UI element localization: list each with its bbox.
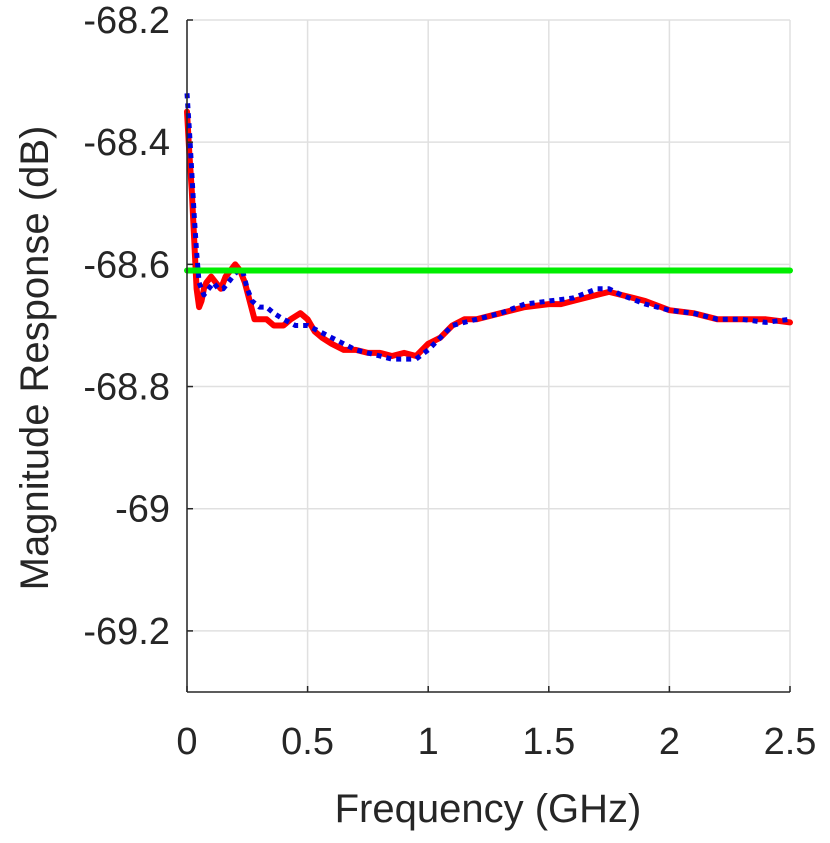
y-axis-title: Magnitude Response (dB): [13, 126, 57, 591]
tick-labels: 0 0.5 1 1.5 2 2.5 -68.2 -68.4 -68.6 -68.8 -69 -69.2: [83, 0, 816, 763]
y-tick-label-5: -69.2: [83, 611, 170, 653]
series-line-0: [184, 108, 793, 359]
x-tick-label-3: 1.5: [522, 721, 575, 763]
x-tick-label-5: 2.5: [764, 721, 817, 763]
x-tick-label-4: 2: [659, 721, 680, 763]
y-tick-label-0: -68.2: [83, 0, 170, 42]
x-axis-title: Frequency (GHz): [335, 787, 642, 831]
y-tick-label-1: -68.4: [83, 122, 170, 164]
series-group: [184, 93, 793, 362]
x-tick-label-2: 1: [418, 721, 439, 763]
y-tick-label-2: -68.6: [83, 244, 170, 286]
axes: [186, 19, 791, 693]
y-tick-label-3: -68.8: [83, 367, 170, 409]
x-tick-label-0: 0: [176, 721, 197, 763]
grid: [186, 19, 791, 692]
y-tick-label-4: -69: [115, 489, 170, 531]
x-tick-label-1: 0.5: [281, 721, 334, 763]
